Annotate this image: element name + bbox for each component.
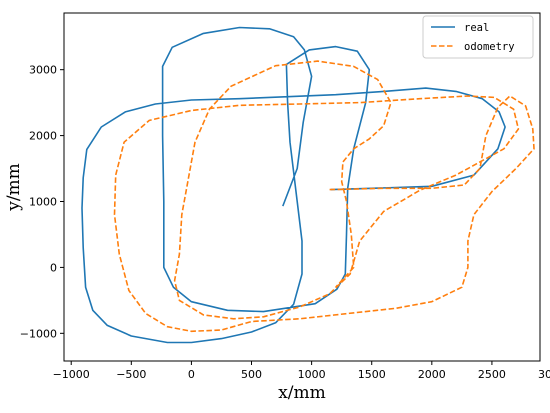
x-tick-label: −1000 (53, 368, 90, 381)
series-line-odometry (113, 60, 535, 333)
y-axis-label: y/mm (4, 163, 24, 212)
x-axis: −1000 −500 0 500 1000 1500 2000 2500 3000 (53, 361, 550, 381)
x-tick-label: 2000 (418, 368, 446, 381)
series-line-real (81, 26, 506, 344)
legend-label-real: real (464, 22, 489, 34)
x-tick-label: 0 (188, 368, 195, 381)
y-tick-label: 2000 (29, 130, 57, 143)
x-tick-label: 1500 (358, 368, 386, 381)
x-tick-label: −500 (116, 368, 146, 381)
legend: real odometry (422, 15, 534, 59)
y-tick-label: 3000 (29, 64, 57, 77)
x-axis-label: x/mm (278, 383, 326, 403)
y-axis: −1000 0 1000 2000 3000 (20, 64, 64, 340)
x-tick-label: 1000 (298, 368, 326, 381)
plot-frame (63, 12, 541, 362)
x-tick-label: 3000 (538, 368, 550, 381)
y-tick-label: 1000 (29, 196, 57, 209)
x-tick-label: 500 (241, 368, 262, 381)
y-tick-label: 0 (50, 261, 57, 274)
y-tick-label: −1000 (20, 327, 57, 340)
legend-label-odometry: odometry (464, 41, 515, 53)
series-layer (81, 26, 535, 344)
x-tick-label: 2500 (478, 368, 506, 381)
